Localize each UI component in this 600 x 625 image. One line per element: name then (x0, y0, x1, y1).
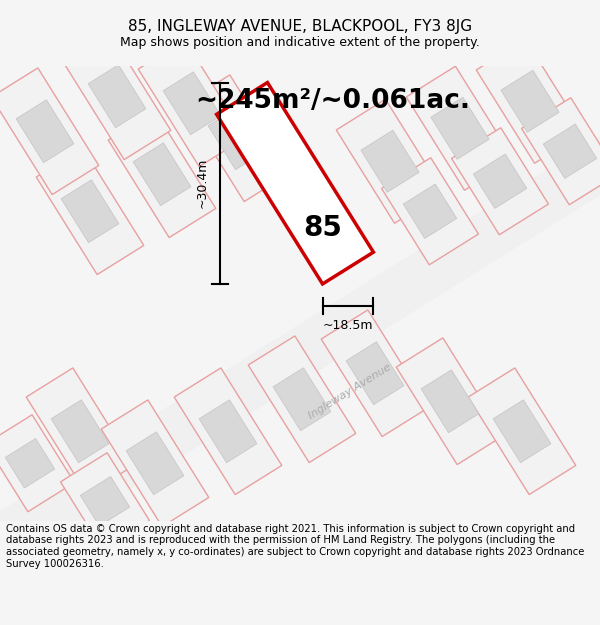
Text: Map shows position and indicative extent of the property.: Map shows position and indicative extent… (120, 36, 480, 49)
Polygon shape (108, 111, 216, 238)
Polygon shape (174, 368, 282, 494)
Polygon shape (5, 439, 55, 488)
Text: ~30.4m: ~30.4m (196, 158, 209, 209)
Polygon shape (421, 370, 479, 432)
Polygon shape (208, 107, 266, 169)
Polygon shape (183, 75, 291, 202)
Text: Contains OS data © Crown copyright and database right 2021. This information is : Contains OS data © Crown copyright and d… (6, 524, 584, 569)
Polygon shape (396, 338, 504, 464)
Polygon shape (336, 99, 444, 223)
Polygon shape (476, 39, 584, 163)
Polygon shape (493, 400, 551, 462)
Polygon shape (63, 33, 171, 159)
Polygon shape (138, 40, 246, 167)
Polygon shape (501, 70, 559, 132)
Polygon shape (126, 432, 184, 494)
Polygon shape (361, 130, 419, 192)
Polygon shape (382, 158, 478, 265)
Polygon shape (199, 400, 257, 462)
Polygon shape (321, 310, 429, 437)
Polygon shape (248, 336, 356, 462)
Text: ~18.5m: ~18.5m (323, 319, 373, 332)
Polygon shape (346, 342, 404, 404)
Polygon shape (273, 368, 331, 431)
Polygon shape (521, 98, 600, 205)
Polygon shape (0, 415, 74, 512)
Polygon shape (0, 68, 99, 194)
Text: 85, INGLEWAY AVENUE, BLACKPOOL, FY3 8JG: 85, INGLEWAY AVENUE, BLACKPOOL, FY3 8JG (128, 19, 472, 34)
Polygon shape (452, 127, 548, 235)
Polygon shape (431, 98, 489, 159)
Polygon shape (80, 476, 130, 526)
Polygon shape (543, 124, 597, 178)
Polygon shape (61, 452, 149, 550)
Polygon shape (16, 100, 74, 162)
Polygon shape (473, 154, 527, 208)
Polygon shape (468, 368, 576, 494)
Polygon shape (406, 66, 514, 190)
Polygon shape (61, 180, 119, 243)
Text: 85: 85 (304, 214, 343, 243)
Polygon shape (217, 82, 373, 284)
Polygon shape (0, 14, 600, 625)
Polygon shape (36, 148, 144, 274)
Polygon shape (26, 368, 134, 494)
Polygon shape (133, 143, 191, 206)
Polygon shape (101, 400, 209, 527)
Polygon shape (403, 184, 457, 238)
Text: ~245m²/~0.061ac.: ~245m²/~0.061ac. (195, 88, 470, 114)
Polygon shape (88, 65, 146, 128)
Polygon shape (51, 400, 109, 462)
Text: Ingleway Avenue: Ingleway Avenue (307, 362, 393, 421)
Polygon shape (163, 72, 221, 134)
